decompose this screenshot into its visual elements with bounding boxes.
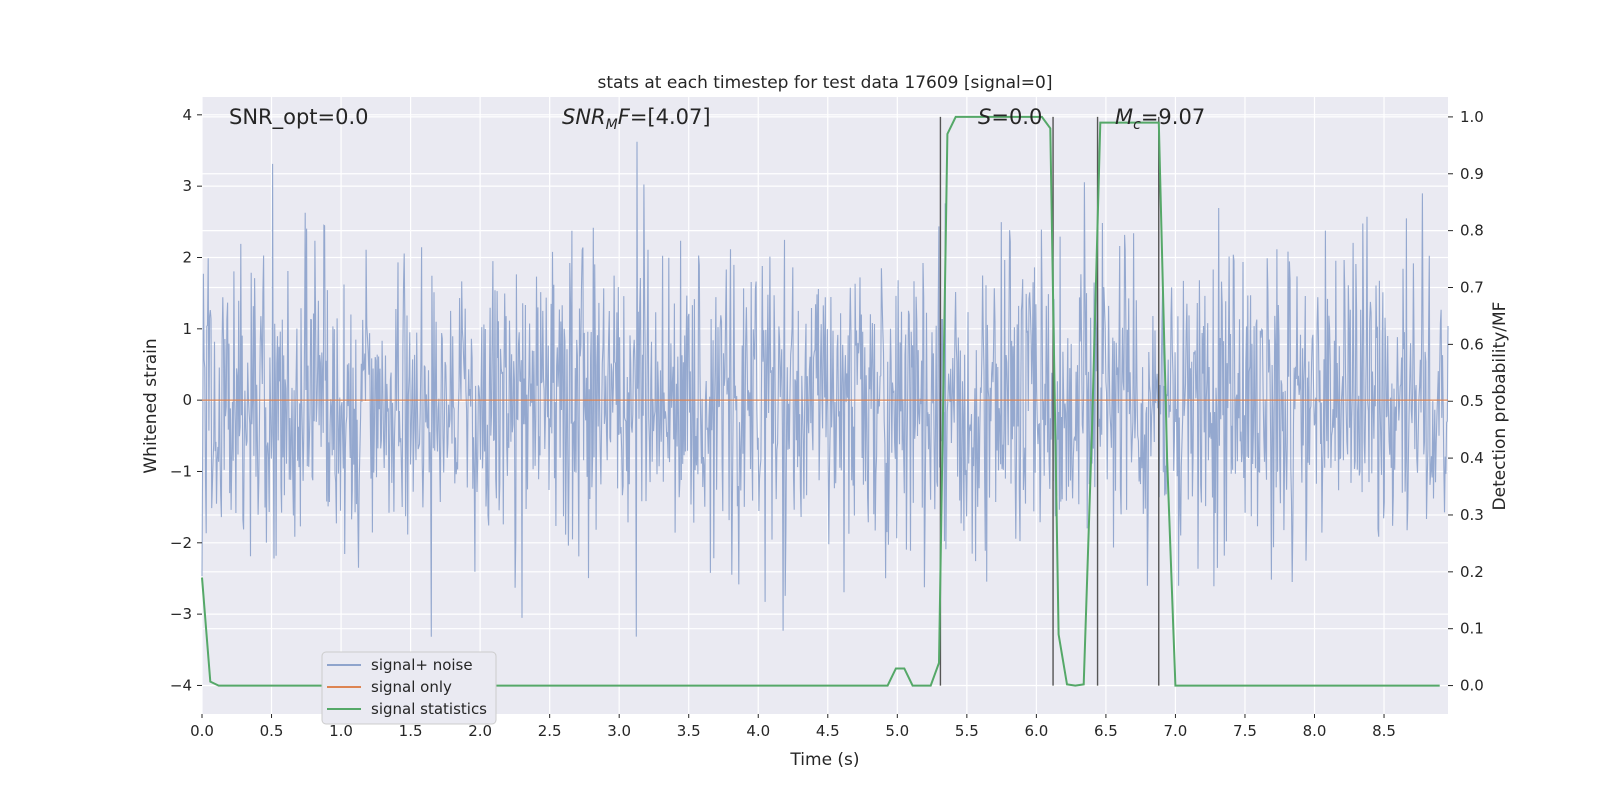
y-right-tick-label-9: 0.9 <box>1460 165 1484 183</box>
annotation-s: S=0.0 <box>978 105 1042 129</box>
x-tick-label-1: 0.5 <box>260 722 284 740</box>
legend-label-signal-only: signal only <box>371 678 452 696</box>
annotation-mc: Mc=9.07 <box>1115 105 1205 133</box>
x-tick-label-7: 3.5 <box>677 722 701 740</box>
legend-label-signal-noise: signal+ noise <box>371 656 473 674</box>
annotation-snr-opt: SNR_opt=0.0 <box>229 105 369 130</box>
legend-box <box>321 651 497 725</box>
legend: signal+ noise signal only signal statist… <box>321 651 497 725</box>
y-axis-label-right: Detection probability/MF <box>1490 302 1510 511</box>
y-right-tick-label-8: 0.8 <box>1460 222 1484 240</box>
x-tick-label-8: 4.0 <box>746 722 770 740</box>
signal-noise-line <box>201 141 1449 637</box>
signal-statistics-line <box>201 115 1440 687</box>
x-tick-label-10: 5.0 <box>885 722 909 740</box>
y-right-tick-label-1: 0.1 <box>1460 620 1484 638</box>
y-left-tick-label-6: 2 <box>182 248 192 266</box>
x-tick-label-6: 3.0 <box>607 722 631 740</box>
annotation-snr-mf: SNRMF=[4.07] <box>562 105 711 133</box>
y-left-tick-label-4: 0 <box>182 391 192 409</box>
y-left-tick-label-8: 4 <box>182 106 192 124</box>
x-tick-label-16: 8.0 <box>1303 722 1327 740</box>
x-tick-label-12: 6.0 <box>1024 722 1048 740</box>
x-tick-label-0: 0.0 <box>190 722 214 740</box>
legend-label-signal-statistics: signal statistics <box>371 700 487 718</box>
chart-title: stats at each timestep for test data 176… <box>598 73 1053 93</box>
y-left-tick-label-3: −1 <box>170 462 192 480</box>
x-tick-label-14: 7.0 <box>1164 722 1188 740</box>
x-tick-label-15: 7.5 <box>1233 722 1257 740</box>
signal-statistics-series <box>201 115 1440 687</box>
x-axis-label: Time (s) <box>789 750 859 770</box>
signal-noise-series <box>201 141 1449 637</box>
x-tick-label-9: 4.5 <box>816 722 840 740</box>
x-tick-label-4: 2.0 <box>468 722 492 740</box>
y-right-tick-label-5: 0.5 <box>1460 392 1484 410</box>
plot-area <box>202 97 1448 714</box>
x-tick-label-13: 6.5 <box>1094 722 1118 740</box>
y-left-tick-label-0: −4 <box>170 676 192 694</box>
x-tick-label-11: 5.5 <box>955 722 979 740</box>
y-right-tick-label-0: 0.0 <box>1460 677 1484 695</box>
y-right-tick-label-10: 1.0 <box>1460 108 1484 126</box>
x-tick-label-3: 1.5 <box>399 722 423 740</box>
x-tick-label-5: 2.5 <box>538 722 562 740</box>
y-left-tick-label-5: 1 <box>182 320 192 338</box>
y-left-tick-label-2: −2 <box>170 534 192 552</box>
y-left-tick-label-7: 3 <box>182 177 192 195</box>
x-tick-label-2: 1.0 <box>329 722 353 740</box>
y-left-tick-label-1: −3 <box>170 605 192 623</box>
y-right-tick-label-2: 0.2 <box>1460 563 1484 581</box>
y-right-tick-label-7: 0.7 <box>1460 279 1484 297</box>
tick-labels: 0.0 0.5 1.0 1.5 2.0 2.5 3.0 3.5 4.0 4.5 5.0 5.5 6.0 6… <box>170 106 1484 740</box>
x-tick-label-17: 8.5 <box>1372 722 1396 740</box>
y-right-tick-label-3: 0.3 <box>1460 506 1484 524</box>
y-axis-label-left: Whitened strain <box>141 338 161 473</box>
y-right-tick-label-6: 0.6 <box>1460 335 1484 353</box>
y-right-tick-label-4: 0.4 <box>1460 449 1484 467</box>
